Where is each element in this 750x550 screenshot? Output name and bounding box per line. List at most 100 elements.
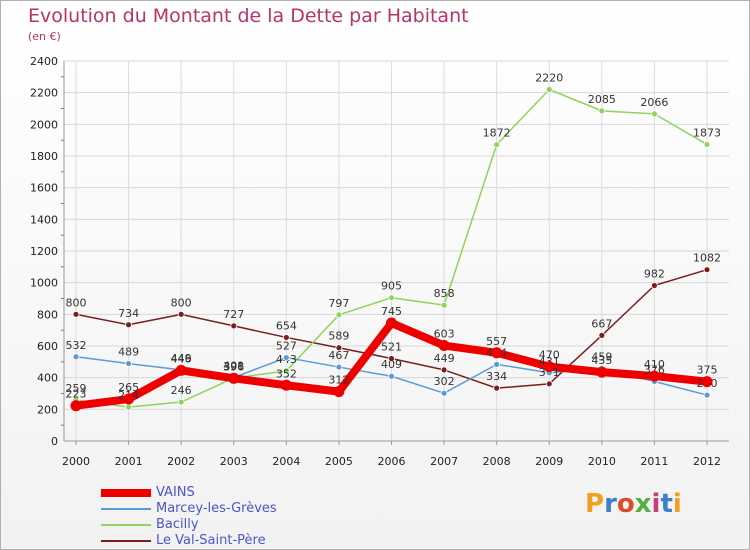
data-point [72,353,80,361]
y-tick-label: 0 [51,435,58,448]
x-tick-label: 2010 [588,455,616,468]
data-point [596,366,608,378]
data-label: 745 [381,305,402,318]
data-point [648,370,660,382]
data-point [125,403,132,411]
chart-legend: VAINS Marcey-les-Grèves Bacilly Le Val-Sain… [101,485,361,550]
x-tick-label: 2004 [272,455,300,468]
x-tick-label: 2006 [378,455,406,468]
y-tick-label: 1600 [30,182,58,195]
logo-letter: t [660,489,673,519]
data-label: 409 [381,358,402,371]
legend-swatch [101,508,151,510]
data-label: 334 [486,370,507,383]
x-tick-label: 2003 [220,455,248,468]
data-label: 2085 [588,93,616,106]
data-label: 459 [591,350,612,363]
logo-letter: P [585,489,605,519]
data-label: 800 [171,296,192,309]
data-label: 259 [66,382,87,395]
data-label: 905 [381,280,402,293]
x-tick-label: 2002 [167,455,195,468]
legend-label: Bacilly [156,517,199,532]
data-label: 446 [171,352,192,365]
logo-letter: i [672,489,682,519]
data-point [280,379,292,391]
x-tick-label: 2001 [115,455,143,468]
x-tick-label: 2012 [693,455,721,468]
data-point [388,355,395,362]
data-label: 1873 [693,126,721,139]
data-point [282,334,290,341]
data-label: 654 [276,319,297,332]
data-point [70,400,82,412]
data-point [177,310,185,318]
data-point [335,363,343,371]
data-point [282,354,290,361]
y-tick-label: 2400 [30,55,58,68]
y-tick-label: 1800 [30,150,58,163]
x-tick-label: 2005 [325,455,353,468]
legend-label: VAINS [156,485,195,500]
x-tick-label: 2011 [640,455,668,468]
legend-item: VAINS [101,485,361,502]
data-label: 410 [644,358,665,371]
data-label: 352 [276,367,297,380]
data-label: 265 [118,381,139,394]
data-label: 223 [66,388,87,401]
data-label: 527 [276,340,297,353]
data-label: 589 [328,330,349,343]
data-label: 489 [118,346,139,359]
data-label: 667 [591,317,612,330]
logo-letter: o [616,489,635,519]
data-point [440,389,448,397]
data-point [177,398,185,406]
y-tick-label: 2000 [30,118,58,131]
data-label: 246 [171,384,192,397]
data-label: 982 [644,268,665,281]
logo-letter: r [604,489,617,519]
x-tick-label: 2008 [483,455,511,468]
legend-swatch [101,524,151,526]
data-point [72,310,80,318]
data-label: 2220 [535,72,563,85]
legend-item: Marcey-les-Grèves [101,501,361,518]
data-point [598,331,606,339]
data-point [651,282,658,289]
y-tick-label: 1400 [30,213,58,226]
data-point [440,301,448,309]
data-point [651,110,658,118]
data-point [175,364,187,376]
data-point [388,372,395,380]
data-point [335,311,343,319]
data-label: 312 [328,374,349,387]
legend-item: Le Val-Saint-Père [101,533,361,550]
data-label: 532 [66,339,87,352]
data-point [545,86,553,93]
data-label: 858 [434,287,455,300]
data-point [228,372,240,384]
x-tick-label: 2000 [62,455,90,468]
data-label: 401 [223,360,244,373]
y-tick-label: 200 [37,403,58,416]
data-point [440,366,448,374]
data-point [543,361,555,373]
y-tick-label: 2200 [30,87,58,100]
data-label: 521 [381,341,402,354]
data-point [125,321,132,329]
data-point [333,386,345,398]
y-tick-label: 600 [37,340,58,353]
data-point [123,393,135,405]
data-label: 727 [223,308,244,321]
logo-letter: i [651,489,661,519]
data-point [703,266,711,274]
x-tick-label: 2007 [430,455,458,468]
data-point [335,344,343,352]
data-point [701,376,713,388]
data-point [493,384,501,392]
y-tick-label: 400 [37,372,58,385]
data-label: 449 [171,352,192,365]
data-label: 375 [697,364,718,377]
